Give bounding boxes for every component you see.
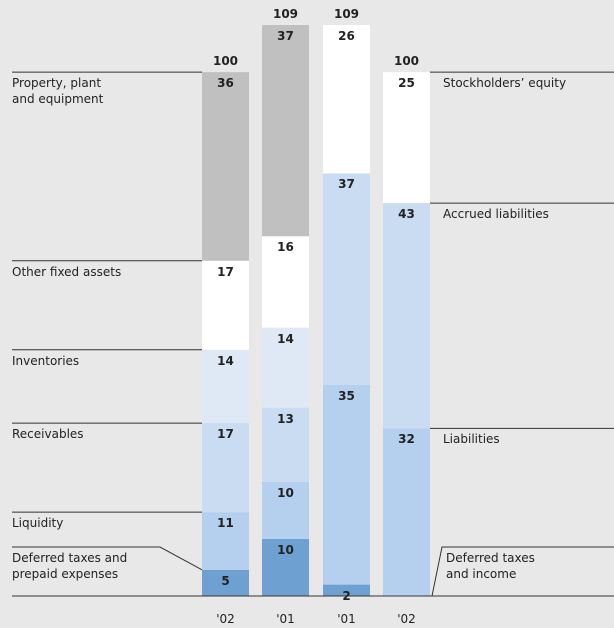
x-tick-label: '01 [276,612,295,626]
total-label: 100 [212,54,239,69]
total-label: 109 [272,7,299,21]
bar-segment [262,407,309,482]
data-label: 10 [277,485,294,500]
total-label: 100 [393,54,420,69]
bar-segment [202,72,249,261]
data-label: 26 [338,29,355,43]
data-label: 32 [398,432,415,447]
data-label: 25 [398,76,415,91]
x-tick-label: '02 [216,612,235,626]
data-label: 11 [217,516,234,531]
data-label: 16 [277,240,294,255]
bar-segment [262,25,309,237]
legend-label: Liabilities [443,432,500,447]
x-tick-label: '02 [397,612,416,626]
bar-segment [202,423,249,513]
bar-segment [202,260,249,350]
legend-label: Stockholders’ equity [443,76,567,91]
data-label: 37 [338,177,355,192]
bar-segment [202,512,249,570]
legend-label: Other fixed assets [12,264,122,279]
data-label: 36 [217,76,234,91]
leader-line [12,546,203,571]
legend-label: Inventories [12,353,80,368]
legend-label: Property, plant and equipment [12,76,104,107]
bar-segment [323,25,370,174]
bar-segment [383,72,430,204]
bar-segment [383,428,430,596]
bar-segment [262,327,309,408]
bar-segment [202,569,249,596]
data-label: 13 [277,411,294,426]
data-label: 17 [217,427,234,442]
bar-segment [323,384,370,585]
data-label: 37 [277,29,294,43]
legend-label: Deferred taxes and prepaid expenses [12,551,128,581]
legend-label: Liquidity [12,516,64,531]
bar-segment [202,349,249,424]
legend-label: Deferred taxes and income [446,551,535,581]
data-label: 14 [277,331,294,346]
total-label: 109 [333,7,360,21]
x-tick-label: '01 [337,612,356,626]
bar-segment [262,538,309,596]
bar-segment [383,203,430,429]
bar-segment [262,236,309,328]
data-label: 5 [221,573,230,588]
data-label: 17 [217,264,234,279]
legend-label: Receivables [12,427,84,442]
bar-segment [323,173,370,385]
data-label: 43 [398,207,415,222]
data-label: 2 [342,588,351,603]
legend-label: Accrued liabilities [443,207,549,222]
data-label: 35 [338,388,355,403]
data-label: 10 [277,542,294,557]
bar-segment [323,584,370,596]
data-label: 14 [217,353,234,368]
leader-line [431,546,614,597]
bar-segment [262,481,309,539]
